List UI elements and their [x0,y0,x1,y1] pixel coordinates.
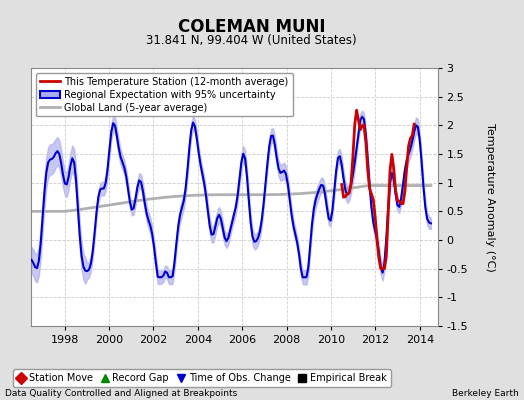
Text: 31.841 N, 99.404 W (United States): 31.841 N, 99.404 W (United States) [146,34,357,47]
Y-axis label: Temperature Anomaly (°C): Temperature Anomaly (°C) [485,123,495,271]
Text: Berkeley Earth: Berkeley Earth [452,389,519,398]
Text: COLEMAN MUNI: COLEMAN MUNI [178,18,325,36]
Legend: Station Move, Record Gap, Time of Obs. Change, Empirical Break: Station Move, Record Gap, Time of Obs. C… [14,369,390,387]
Text: Data Quality Controlled and Aligned at Breakpoints: Data Quality Controlled and Aligned at B… [5,389,237,398]
